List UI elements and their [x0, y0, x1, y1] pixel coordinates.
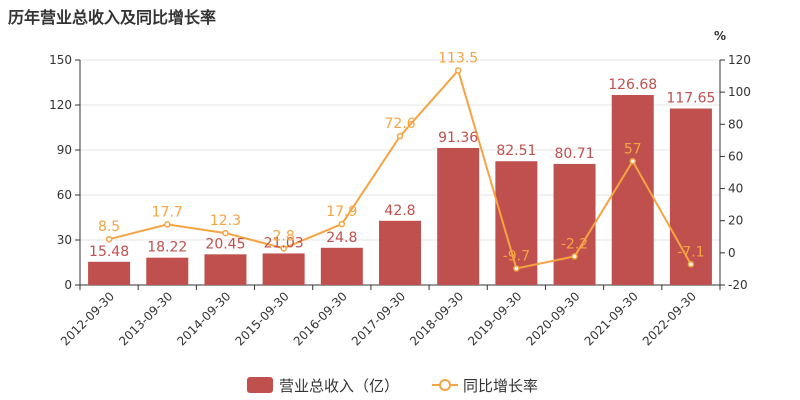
left-tick-label-3: 90 [57, 143, 72, 157]
growth-point-4 [338, 220, 346, 228]
right-axis-unit: % [714, 29, 726, 43]
legend-line-label: 同比增长率 [463, 377, 538, 395]
growth-value-label-6: 113.5 [438, 50, 478, 66]
growth-point-6 [454, 67, 462, 74]
bar-value-label-7: 82.51 [496, 143, 536, 159]
bar-value-label-4: 24.8 [326, 230, 357, 246]
growth-point-1 [164, 221, 171, 228]
legend-bar-swatch [247, 377, 273, 393]
growth-value-label-2: 12.3 [210, 213, 241, 229]
x-tick-label-5: 2017-09-30 [349, 289, 408, 348]
x-tick-label-0: 2012-09-30 [58, 289, 117, 348]
growth-point-0 [105, 235, 113, 243]
right-tick-label-7: 120 [728, 53, 751, 67]
x-tick-label-3: 2015-09-30 [233, 289, 292, 348]
right-tick-label-5: 80 [728, 117, 743, 131]
left-tick-label-4: 120 [49, 98, 72, 112]
x-tick-label-1: 2013-09-30 [116, 289, 175, 348]
growth-value-label-7: -9.7 [503, 248, 530, 264]
growth-value-label-3: 2.8 [273, 228, 295, 244]
x-tick-label-8: 2020-09-30 [523, 289, 582, 348]
bar-8 [553, 163, 596, 285]
left-tick-label-0: 0 [64, 278, 72, 292]
bar-value-label-2: 20.45 [205, 236, 245, 252]
left-tick-label-5: 150 [49, 53, 72, 67]
bar-value-label-9: 126.68 [608, 77, 657, 93]
bar-9 [611, 94, 654, 285]
growth-value-label-0: 8.5 [98, 219, 120, 235]
bar-5 [379, 220, 421, 285]
growth-point-9 [629, 158, 636, 165]
bar-4 [320, 247, 363, 285]
right-tick-label-0: -20 [728, 278, 748, 292]
growth-point-5 [396, 132, 404, 140]
bar-value-label-1: 18.22 [147, 240, 187, 256]
right-tick-label-6: 100 [728, 85, 751, 99]
bar-value-label-0: 15.48 [89, 244, 129, 260]
bar-0 [88, 261, 131, 285]
growth-value-label-8: -2.2 [561, 236, 588, 252]
growth-point-8 [571, 253, 578, 260]
x-tick-label-9: 2021-09-30 [582, 289, 641, 348]
left-tick-label-1: 30 [57, 233, 72, 247]
bar-3 [262, 253, 305, 285]
bar-value-label-3: 21.03 [264, 235, 304, 251]
bar-2 [204, 254, 247, 285]
growth-value-label-4: 17.9 [326, 204, 357, 220]
legend-bar-label: 营业总收入（亿） [279, 377, 399, 395]
growth-point-10 [687, 261, 695, 268]
growth-value-label-5: 72.6 [384, 116, 415, 132]
bar-value-label-8: 80.71 [554, 146, 594, 162]
x-tick-label-7: 2019-09-30 [465, 289, 524, 348]
right-tick-label-1: 0 [728, 246, 736, 260]
growth-value-label-10: -7.1 [677, 244, 704, 260]
x-tick-label-4: 2016-09-30 [291, 289, 350, 348]
bar-1 [146, 257, 189, 285]
legend-line-marker [439, 379, 451, 391]
x-tick-label-2: 2014-09-30 [174, 289, 233, 348]
growth-point-2 [222, 229, 229, 237]
bar-6 [437, 147, 480, 285]
growth-value-label-1: 17.7 [152, 204, 183, 220]
bar-value-label-6: 91.36 [438, 130, 478, 146]
x-tick-label-10: 2022-09-30 [640, 289, 699, 348]
x-tick-label-6: 2018-09-30 [407, 289, 466, 348]
growth-point-3 [280, 245, 287, 252]
right-tick-label-2: 20 [728, 214, 743, 228]
bar-value-label-10: 117.65 [666, 91, 715, 107]
chart-title: 历年营业总收入及同比增长率 [8, 8, 217, 27]
right-tick-label-4: 60 [728, 149, 743, 163]
bar-10 [669, 108, 712, 286]
right-tick-label-3: 40 [728, 182, 743, 196]
growth-value-label-9: 57 [624, 141, 642, 157]
growth-point-7 [513, 265, 520, 272]
left-tick-label-2: 60 [57, 188, 72, 202]
bar-value-label-5: 42.8 [384, 203, 415, 219]
